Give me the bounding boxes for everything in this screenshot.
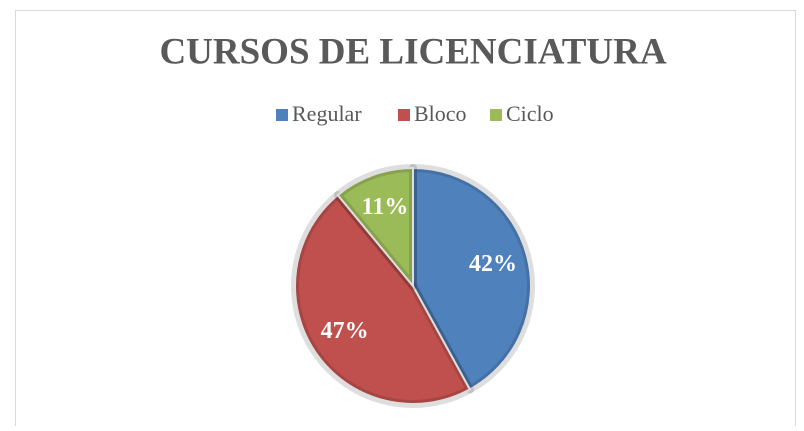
slice-edge [291, 191, 474, 408]
data-label: 47% [321, 318, 369, 344]
legend-label: Ciclo [506, 101, 554, 126]
legend: Regular Bloco Ciclo [276, 101, 554, 126]
chart-frame [15, 10, 796, 426]
slice-edge [333, 164, 417, 290]
data-label: 42% [469, 251, 517, 277]
legend-swatch [398, 109, 410, 121]
legend-swatch [490, 109, 502, 121]
legend-label: Bloco [414, 101, 467, 126]
chart-title: CURSOS DE LICENCIATURA [159, 31, 666, 72]
legend-swatch [276, 109, 288, 121]
pie-slice [294, 193, 472, 405]
pie-slice [412, 166, 532, 391]
legend-label: Regular [292, 101, 362, 126]
pie-slice [336, 166, 414, 289]
pie: 42% 47% 11% [291, 164, 535, 408]
data-label: 11% [362, 194, 409, 220]
slice-edge [409, 164, 535, 394]
